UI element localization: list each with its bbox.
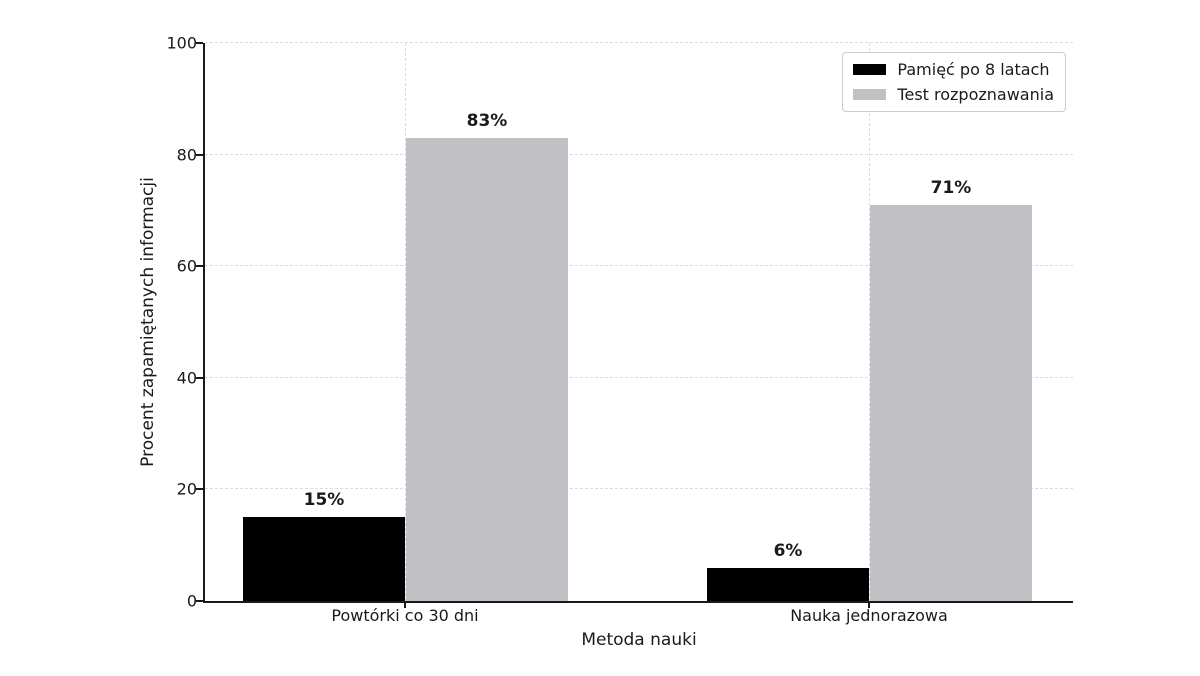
y-tick-mark bbox=[196, 600, 203, 602]
y-tick-mark bbox=[196, 376, 203, 379]
x-tick-mark bbox=[404, 601, 406, 608]
bar-series2-cat2 bbox=[870, 204, 1032, 601]
legend-item-1: Pamięć po 8 latach bbox=[853, 60, 1054, 79]
y-tick-mark bbox=[196, 42, 203, 44]
horizontal-gridline bbox=[205, 265, 1073, 267]
x-axis-spine bbox=[203, 601, 1073, 603]
x-tick-mark bbox=[868, 601, 870, 608]
legend-item-2: Test rozpoznawania bbox=[853, 85, 1054, 104]
y-tick-label: 80 bbox=[176, 145, 197, 165]
horizontal-gridline bbox=[205, 376, 1073, 378]
y-tick-label: 40 bbox=[176, 368, 197, 388]
legend: Pamięć po 8 latach Test rozpoznawania bbox=[842, 52, 1066, 112]
x-tick-label: Powtórki co 30 dni bbox=[331, 606, 479, 625]
y-tick-mark bbox=[196, 265, 203, 268]
bar-series1-cat1 bbox=[243, 517, 405, 601]
y-tick-mark bbox=[196, 488, 203, 491]
horizontal-gridline bbox=[205, 153, 1073, 155]
vertical-gridline bbox=[405, 43, 406, 601]
legend-label: Test rozpoznawania bbox=[897, 85, 1054, 104]
x-axis-title: Metoda nauki bbox=[581, 630, 697, 650]
bar-value-label: 6% bbox=[773, 540, 803, 561]
legend-swatch-icon bbox=[853, 64, 887, 75]
y-axis-spine bbox=[203, 43, 205, 601]
y-tick-label: 100 bbox=[166, 33, 197, 53]
bar-series1-cat2 bbox=[707, 567, 869, 601]
y-tick-label: 0 bbox=[186, 591, 197, 611]
legend-swatch-icon bbox=[853, 89, 887, 100]
y-tick-label: 60 bbox=[176, 256, 197, 276]
y-axis-title: Procent zapamiętanych informacji bbox=[138, 177, 158, 467]
legend-label: Pamięć po 8 latach bbox=[897, 60, 1050, 79]
bar-value-label: 15% bbox=[303, 490, 345, 511]
x-tick-label: Nauka jednorazowa bbox=[790, 606, 948, 625]
y-tick-label: 20 bbox=[176, 479, 197, 499]
y-tick-mark bbox=[196, 153, 203, 156]
bar-value-label: 83% bbox=[466, 110, 508, 131]
horizontal-gridline bbox=[205, 42, 1073, 43]
bar-value-label: 71% bbox=[930, 177, 972, 198]
vertical-gridline bbox=[869, 43, 870, 601]
plot-area: 15% 6% 83% 71% Pamięć po 8 latach Test rozpo… bbox=[203, 42, 1073, 603]
bar-series2-cat1 bbox=[406, 137, 568, 601]
horizontal-gridline bbox=[205, 488, 1073, 490]
